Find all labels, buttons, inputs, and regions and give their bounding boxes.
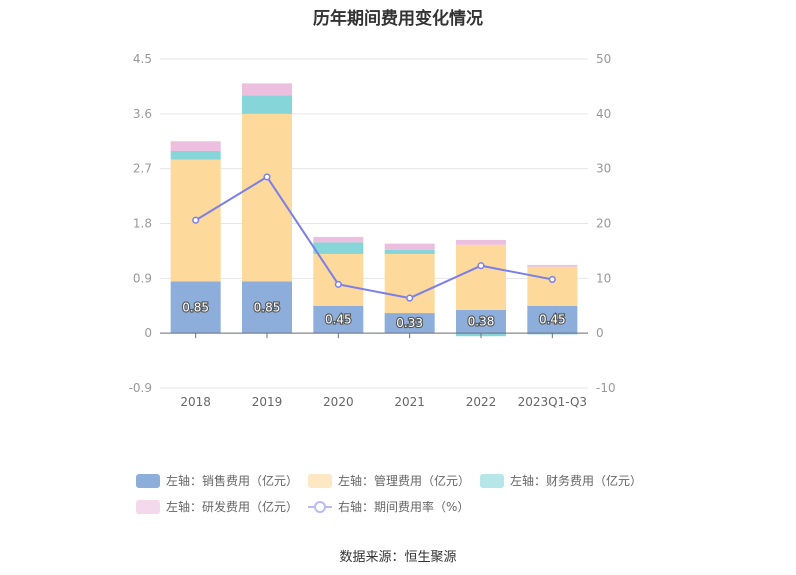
rate-point bbox=[334, 280, 342, 288]
legend-item[interactable]: 左轴：财务费用（亿元） bbox=[480, 472, 652, 489]
data-label: 0.85 bbox=[182, 300, 209, 314]
legend-label: 左轴：研发费用（亿元） bbox=[166, 500, 299, 514]
gridlines bbox=[160, 58, 588, 389]
legend-item[interactable]: 左轴：管理费用（亿元） bbox=[308, 472, 480, 489]
data-label: 0.45 bbox=[325, 312, 352, 326]
bar-4-2022 bbox=[456, 239, 506, 245]
right-tick-label: 40 bbox=[596, 107, 611, 121]
rate-point bbox=[406, 294, 414, 302]
legend: 左轴：销售费用（亿元） 左轴：管理费用（亿元） 左轴：财务费用（亿元） 左轴：研发费用… bbox=[136, 472, 696, 515]
right-tick-label: 0 bbox=[596, 326, 604, 340]
left-tick-label: 1.8 bbox=[133, 217, 152, 231]
rate-point bbox=[548, 275, 556, 283]
data-label: 0.85 bbox=[254, 300, 281, 314]
data-label: 0.45 bbox=[539, 312, 566, 326]
bar-4-2021 bbox=[384, 243, 435, 250]
x-tick-label: 2022 bbox=[466, 395, 497, 409]
axes: -0.9 -10 0 0 0.9 10 1.8 20 2.7 30 3.6 40 4.5 50 2018 20… bbox=[129, 52, 616, 409]
bar-1-2022 bbox=[456, 310, 506, 334]
left-tick-label: -0.9 bbox=[129, 381, 152, 395]
bar-3-2019 bbox=[242, 95, 292, 114]
bar-4-2018 bbox=[170, 141, 221, 151]
legend-item[interactable]: 左轴：销售费用（亿元） bbox=[136, 472, 308, 489]
bar-2-2019 bbox=[242, 113, 292, 282]
bar-3-2021 bbox=[384, 249, 435, 254]
bar-4-2019 bbox=[242, 83, 292, 96]
chart-area: 0.85 0.85 0.45 0.33 0.38 0.45 -0.9 -10 0 0 0.9 10 1… bbox=[129, 52, 616, 409]
legend-item[interactable]: 左轴：研发费用（亿元） bbox=[136, 498, 308, 515]
legend-label: 左轴：财务费用（亿元） bbox=[510, 474, 643, 488]
right-tick-label: 50 bbox=[596, 52, 611, 66]
legend-label: 右轴：期间费用率（%） bbox=[338, 500, 470, 514]
right-tick-label: -10 bbox=[596, 381, 616, 395]
legend-swatch bbox=[136, 499, 160, 514]
bar-3-2020 bbox=[313, 242, 364, 254]
rate-point bbox=[477, 262, 485, 270]
bar-1-2019 bbox=[242, 281, 292, 334]
data-source: 数据来源：恒生聚源 bbox=[339, 550, 457, 565]
right-tick-label: 20 bbox=[596, 217, 611, 231]
legend-swatch bbox=[480, 473, 504, 488]
bar-1-2021 bbox=[384, 313, 435, 334]
x-tick-label: 2021 bbox=[394, 395, 425, 409]
legend-label: 左轴：销售费用（亿元） bbox=[166, 474, 299, 488]
rate-line bbox=[192, 173, 556, 302]
bar-2-2022 bbox=[456, 244, 506, 311]
bar-3-2018 bbox=[170, 150, 221, 160]
x-tick-label: 2020 bbox=[323, 395, 354, 409]
left-tick-label: 4.5 bbox=[133, 52, 152, 66]
legend-label: 左轴：管理费用（亿元） bbox=[338, 474, 471, 488]
bar-1-2018 bbox=[170, 281, 221, 334]
legend-swatch bbox=[136, 473, 160, 488]
x-tick-label: 2018 bbox=[180, 395, 211, 409]
x-tick-label: 2019 bbox=[252, 395, 283, 409]
legend-line-swatch bbox=[308, 500, 332, 513]
legend-item[interactable]: 右轴：期间费用率（%） bbox=[308, 498, 480, 515]
rate-point bbox=[192, 216, 200, 224]
left-tick-label: 0.9 bbox=[133, 271, 152, 285]
bar-2-2020 bbox=[313, 253, 364, 306]
rate-line-path bbox=[195, 175, 553, 300]
data-label: 0.33 bbox=[396, 316, 423, 330]
bar-4-2020 bbox=[313, 236, 364, 243]
left-tick-label: 3.6 bbox=[133, 107, 152, 121]
chart-title: 历年期间费用变化情况 bbox=[313, 9, 483, 29]
bar-4-2023Q1-Q3 bbox=[527, 264, 578, 267]
legend-swatch bbox=[308, 473, 332, 488]
rate-point bbox=[263, 173, 271, 181]
bars bbox=[170, 83, 578, 337]
left-tick-label: 0 bbox=[144, 326, 152, 340]
x-tick-label: 2023Q1-Q3 bbox=[518, 395, 587, 409]
bar-2-2021 bbox=[384, 253, 435, 314]
data-label: 0.38 bbox=[468, 315, 495, 329]
right-tick-label: 30 bbox=[596, 162, 611, 176]
bar-1-2020 bbox=[313, 305, 364, 334]
bar-1-2023Q1-Q3 bbox=[527, 305, 578, 334]
right-tick-label: 10 bbox=[596, 271, 611, 285]
data-labels: 0.85 0.85 0.45 0.33 0.38 0.45 bbox=[181, 299, 567, 331]
bar-2-2023Q1-Q3 bbox=[527, 266, 578, 306]
left-tick-label: 2.7 bbox=[133, 162, 152, 176]
